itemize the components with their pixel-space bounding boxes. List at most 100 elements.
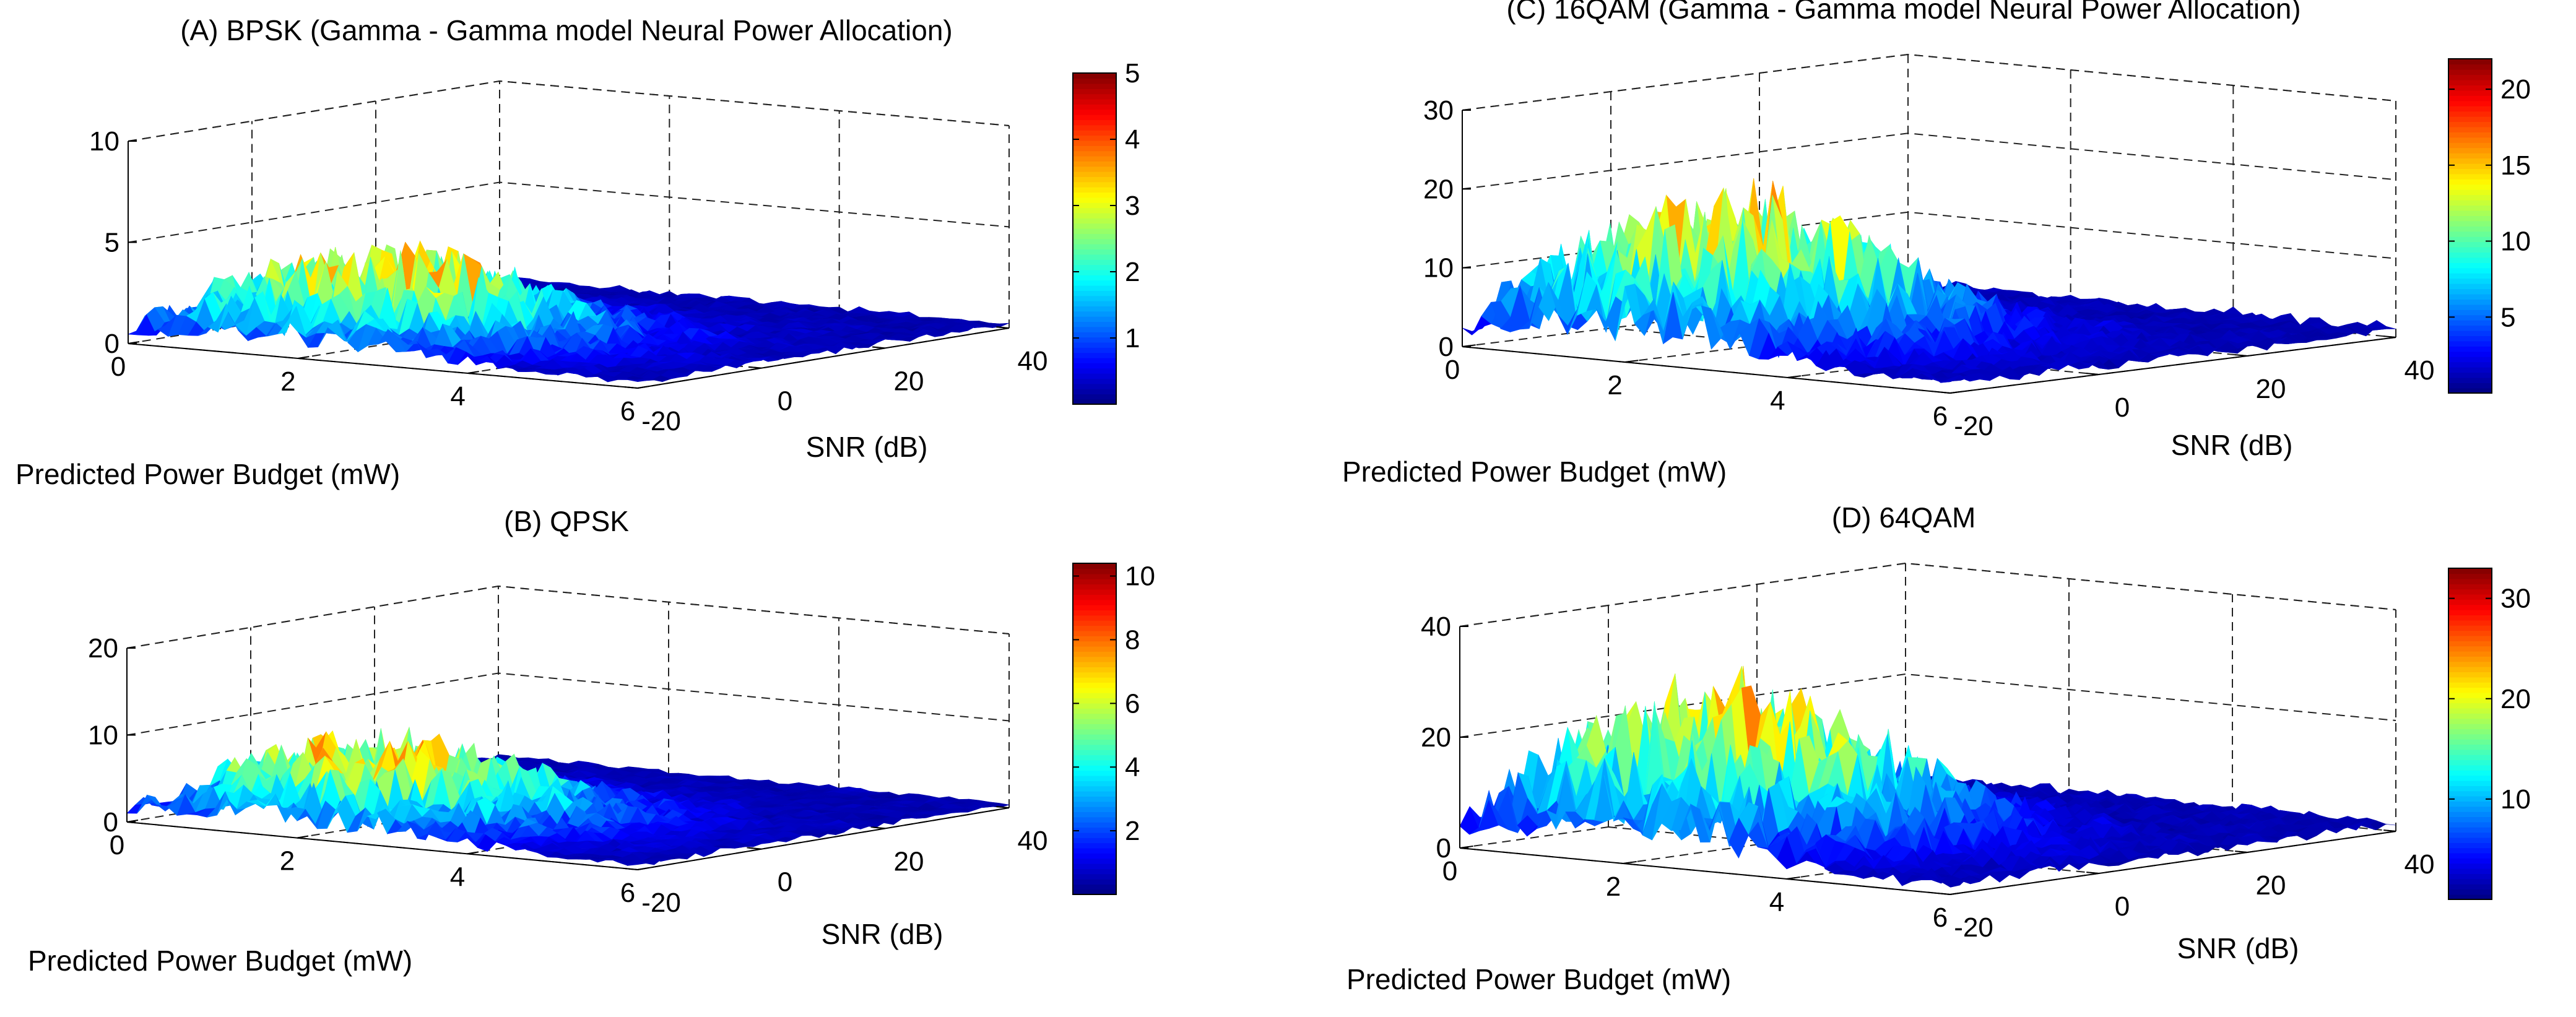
colorbar-swatch	[1073, 749, 1116, 756]
colorbar-swatch	[1073, 651, 1116, 657]
colorbar-swatch	[1073, 636, 1116, 642]
colorbar-swatch	[1073, 207, 1116, 214]
colorbar-swatch	[1073, 884, 1116, 890]
colorbar-swatch	[1073, 316, 1116, 322]
colorbar-swatch	[1073, 878, 1116, 885]
colorbar-swatch	[1073, 155, 1116, 162]
x-tick-label: 6	[620, 396, 635, 426]
colorbar-swatch	[1073, 119, 1116, 126]
colorbar-swatch	[1073, 755, 1116, 761]
colorbar-swatch	[1073, 770, 1116, 776]
colorbar-swatch	[1073, 357, 1116, 363]
colorbar-swatch	[1073, 563, 1116, 569]
x-axis-label: Predicted Power Budget (mW)	[15, 458, 400, 490]
colorbar-swatch	[1073, 868, 1116, 875]
x-tick-label: 0	[111, 352, 126, 382]
colorbar-swatch	[1073, 93, 1116, 100]
colorbar-swatch	[1073, 124, 1116, 131]
y-tick-label: 20	[894, 846, 924, 876]
colorbar-swatch	[1073, 698, 1116, 704]
colorbar-tick-label: 4	[1125, 752, 1140, 782]
colorbar-swatch	[1073, 796, 1116, 802]
colorbar-swatch	[1073, 724, 1116, 730]
colorbar-swatch	[1073, 373, 1116, 379]
x-tick-label: 2	[280, 846, 295, 876]
colorbar-tick-label: 10	[1125, 561, 1155, 592]
colorbar-swatch	[1073, 661, 1116, 667]
x-tick-label: 6	[620, 878, 635, 908]
colorbar-swatch	[1073, 280, 1116, 286]
colorbar-swatch	[1073, 285, 1116, 291]
colorbar-swatch	[1073, 161, 1116, 167]
colorbar-swatch	[1073, 238, 1116, 245]
colorbar-swatch	[1073, 816, 1116, 823]
colorbar-swatch	[1073, 129, 1116, 136]
colorbar-swatch	[1073, 718, 1116, 724]
colorbar-swatch	[1073, 150, 1116, 157]
colorbar-tick-label: 6	[1125, 688, 1140, 719]
colorbar-swatch	[1073, 646, 1116, 652]
colorbar-swatch	[1073, 821, 1116, 828]
colorbar-tick-label: 1	[1125, 323, 1140, 353]
colorbar-swatch	[1073, 264, 1116, 270]
colorbar-swatch	[1073, 832, 1116, 838]
colorbar-swatch	[1073, 171, 1116, 177]
colorbar-swatch	[1073, 847, 1116, 854]
colorbar-swatch	[1073, 300, 1116, 306]
y-tick-label: 40	[1018, 826, 1048, 856]
colorbar-swatch	[1073, 873, 1116, 880]
colorbar-swatch	[1073, 589, 1116, 595]
colorbar-swatch	[1073, 202, 1116, 209]
colorbar-swatch	[1073, 140, 1116, 146]
y-axis-label: SNR (dB)	[806, 431, 928, 463]
colorbar-swatch	[1073, 667, 1116, 673]
colorbar-swatch	[1073, 337, 1116, 343]
colorbar-swatch	[1073, 254, 1116, 260]
colorbar-swatch	[1073, 656, 1116, 662]
colorbar-tick-label: 3	[1125, 191, 1140, 221]
y-tick-label: 20	[894, 366, 924, 396]
z-tick-label: 10	[88, 721, 118, 751]
colorbar-swatch	[1073, 765, 1116, 771]
x-tick-label: 4	[450, 862, 465, 892]
colorbar-swatch	[1073, 186, 1116, 193]
colorbar-swatch	[1073, 352, 1116, 358]
colorbar-tick-label: 5	[1125, 58, 1140, 89]
colorbar-swatch	[1073, 166, 1116, 172]
chart-title: (A) BPSK (Gamma - Gamma model Neural Pow…	[180, 14, 953, 46]
colorbar-swatch	[1073, 630, 1116, 636]
colorbar-swatch	[1073, 388, 1116, 395]
colorbar-swatch	[1073, 568, 1116, 574]
colorbar-swatch	[1073, 599, 1116, 605]
colorbar-swatch	[1073, 378, 1116, 384]
colorbar-swatch	[1073, 109, 1116, 115]
colorbar-swatch	[1073, 801, 1116, 807]
colorbar-swatch	[1073, 383, 1116, 389]
colorbar-swatch	[1073, 347, 1116, 353]
colorbar-swatch	[1073, 806, 1116, 813]
colorbar-swatch	[1073, 363, 1116, 369]
y-tick-label: 40	[1018, 346, 1048, 376]
colorbar-swatch	[1073, 584, 1116, 590]
colorbar-swatch	[1073, 775, 1116, 781]
y-tick-label: -20	[641, 406, 681, 436]
colorbar-swatch	[1073, 368, 1116, 374]
colorbar-swatch	[1073, 573, 1116, 579]
z-tick-label: 10	[89, 126, 119, 157]
colorbar-swatch	[1073, 610, 1116, 616]
colorbar-tick-label: 8	[1125, 625, 1140, 655]
colorbar-swatch	[1073, 687, 1116, 693]
colorbar-swatch	[1073, 790, 1116, 797]
colorbar-tick-label: 2	[1125, 257, 1140, 287]
colorbar-tick-label: 2	[1125, 816, 1140, 846]
colorbar-swatch	[1073, 249, 1116, 255]
colorbar-swatch	[1073, 78, 1116, 84]
colorbar-swatch	[1073, 703, 1116, 709]
colorbar-swatch	[1073, 625, 1116, 631]
colorbar-swatch	[1073, 342, 1116, 348]
colorbar-swatch	[1073, 98, 1116, 105]
chart-title: (B) QPSK	[504, 505, 629, 537]
colorbar-swatch	[1073, 729, 1116, 735]
colorbar-swatch	[1073, 311, 1116, 317]
